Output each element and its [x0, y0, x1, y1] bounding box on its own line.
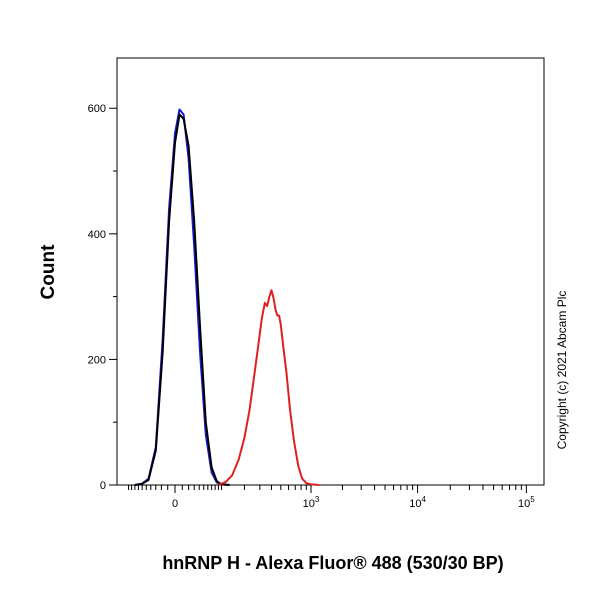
copyright-text: Copyright (c) 2021 Abcam Plc — [555, 291, 569, 450]
series-line-2 — [218, 289, 320, 486]
x-tick-label: 105 — [518, 495, 535, 510]
plot-frame — [116, 57, 545, 486]
y-tick-label: 600 — [88, 103, 106, 115]
series-layer — [134, 108, 320, 486]
y-axis: 0 200 400 600 — [88, 103, 117, 492]
series-line-1 — [134, 113, 230, 486]
y-axis-title: Count — [38, 244, 59, 300]
y-tick-label: 0 — [100, 480, 106, 492]
x-tick-label: 0 — [172, 498, 178, 510]
x-axis-title: hnRNP H - Alexa Fluor® 488 (530/30 BP) — [162, 553, 503, 573]
y-tick-label: 200 — [88, 354, 106, 366]
x-axis: 0 103 104 105 — [172, 485, 535, 510]
series-line-0 — [134, 108, 230, 486]
minor-x-ticks — [128, 485, 522, 490]
x-tick-label: 103 — [303, 495, 320, 510]
y-tick-label: 400 — [88, 229, 106, 241]
x-tick-label: 104 — [409, 495, 426, 510]
